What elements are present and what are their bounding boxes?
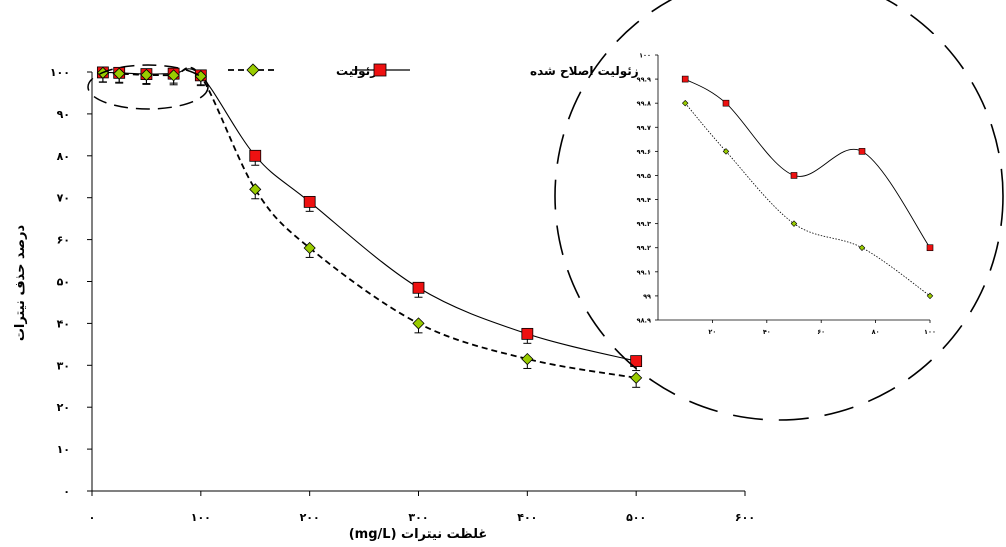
inset-data-point-modified-zeolite [722, 99, 730, 107]
inset-y-tick-label: ۹۹.۲ [637, 244, 651, 252]
x-tick-label: ۰ [89, 511, 96, 524]
x-tick-label: ۱۰۰ [191, 511, 211, 524]
inset-x-tick-label: ۱۰۰ [924, 328, 936, 336]
main-axes: ۰ ۱۰ ۲۰ ۳۰ ۴۰ ۵۰ ۶۰ ۷۰ ۸۰ ۹۰ ۱۰۰ ۰ ۱۰۰ ۲۰۰ ۳۰۰ ۴۰۰ ۵۰۰ ۶۰… [50, 66, 755, 524]
y-tick-label: ۵۰ [57, 276, 70, 289]
inset-highlight-circle [554, 0, 1004, 421]
data-point-modified-zeolite [412, 281, 425, 294]
x-tick-label: ۴۰۰ [517, 511, 537, 524]
data-point-zeolite [303, 241, 316, 255]
inset-y-tick-label: ۹۹.۴ [637, 196, 651, 204]
legend-modified-marker [373, 63, 387, 77]
highlight-ellipse [87, 64, 209, 110]
main-series-marks [96, 66, 643, 388]
x-tick-label: ۳۰۰ [408, 511, 428, 524]
inset-y-tick-label: ۹۹.۸ [637, 100, 651, 108]
x-axis-title: غلظت نیترات (mg/L) [349, 527, 488, 542]
inset-data-point-zeolite [681, 99, 689, 107]
data-point-zeolite [521, 352, 534, 366]
inset-data-point-zeolite [722, 148, 730, 155]
inset-data-point-modified-zeolite [790, 172, 798, 179]
inset-y-tick-label: ۹۹.۳ [637, 220, 651, 228]
inset-y-tick-label: ۹۹.۶ [637, 148, 651, 156]
inset-series-line-modified-zeolite [684, 78, 931, 248]
y-tick-label: ۶۰ [57, 234, 70, 247]
data-point-modified-zeolite [630, 355, 643, 368]
inset-y-tick-label: ۹۹ [643, 292, 651, 300]
data-point-modified-zeolite [521, 327, 534, 340]
y-tick-label: ۱۰ [57, 443, 70, 456]
inset-y-tick-label: ۹۹.۱ [637, 268, 651, 276]
inset-data-point-modified-zeolite [926, 244, 934, 252]
inset-data-point-zeolite [858, 244, 866, 251]
inset-x-tick-label: ۶۰ [817, 328, 825, 336]
y-axis-title: درصد حذف نیترات [13, 224, 28, 341]
y-tick-label: ۲۰ [57, 401, 70, 414]
inset-y-tick-label: ۹۹.۷ [637, 124, 651, 132]
inset-axes: ۹۸.۹ ۹۹ ۹۹.۱ ۹۹.۲ ۹۹.۳ ۹۹.۴ ۹۹.۵ ۹۹.۶ ۹۹.۷ ۹۹.۸ ۹۹… [637, 52, 936, 337]
inset-x-tick-label: ۸۰ [872, 328, 880, 336]
inset-y-tick-label: ۹۸.۹ [637, 317, 651, 325]
legend-zeolite-label: زئولیت [336, 64, 377, 79]
inset-data-point-zeolite [926, 292, 934, 300]
x-tick-label: ۵۰۰ [626, 511, 646, 524]
inset-data-point-zeolite [790, 220, 798, 227]
inset-y-tick-label: ۹۹.۵ [637, 172, 651, 180]
series-line-zeolite [102, 66, 637, 379]
inset-chart: ۹۸.۹ ۹۹ ۹۹.۱ ۹۹.۲ ۹۹.۳ ۹۹.۴ ۹۹.۵ ۹۹.۶ ۹۹.۷ ۹۹.۸ ۹۹… [554, 0, 1004, 421]
data-point-zeolite [630, 371, 643, 384]
inset-x-tick-label: ۲۰ [708, 328, 716, 336]
legend-zeolite-marker [246, 63, 260, 77]
data-point-modified-zeolite [303, 195, 316, 208]
inset-series-marks [681, 75, 934, 300]
inset-y-tick-label: ۹۹.۹ [637, 76, 651, 84]
legend-modified-label: زئولیت اصلاح شده [530, 64, 639, 79]
y-tick-label: ۰ [63, 485, 70, 498]
main-series-lines [102, 66, 637, 379]
y-tick-label: ۸۰ [57, 150, 70, 163]
x-tick-label: ۶۰۰ [735, 511, 755, 524]
data-point-zeolite [412, 317, 425, 330]
series-line-modified-zeolite [102, 68, 637, 362]
data-point-zeolite [113, 67, 126, 80]
inset-data-point-modified-zeolite [858, 148, 866, 155]
data-point-zeolite [140, 68, 153, 81]
data-point-zeolite [167, 69, 180, 82]
data-point-zeolite [249, 183, 262, 196]
inset-y-tick-label: ۱۰۰ [639, 52, 651, 60]
data-point-modified-zeolite [249, 149, 262, 162]
inset-x-tick-label: ۴۰ [763, 328, 771, 336]
y-tick-label: ۷۰ [57, 192, 70, 205]
main-chart: ۰ ۱۰ ۲۰ ۳۰ ۴۰ ۵۰ ۶۰ ۷۰ ۸۰ ۹۰ ۱۰۰ ۰ ۱۰۰ ۲۰۰ ۳۰۰ ۴۰۰ ۵۰۰ ۶۰… [13, 64, 755, 542]
inset-data-point-modified-zeolite [681, 75, 689, 83]
y-tick-label: ۴۰ [57, 317, 70, 330]
legend: زئولیت زئولیت اصلاح شده [228, 63, 639, 79]
x-tick-label: ۲۰۰ [300, 511, 320, 524]
y-tick-label: ۱۰۰ [50, 66, 70, 79]
y-tick-label: ۳۰ [57, 359, 70, 372]
y-tick-label: ۹۰ [57, 108, 70, 121]
